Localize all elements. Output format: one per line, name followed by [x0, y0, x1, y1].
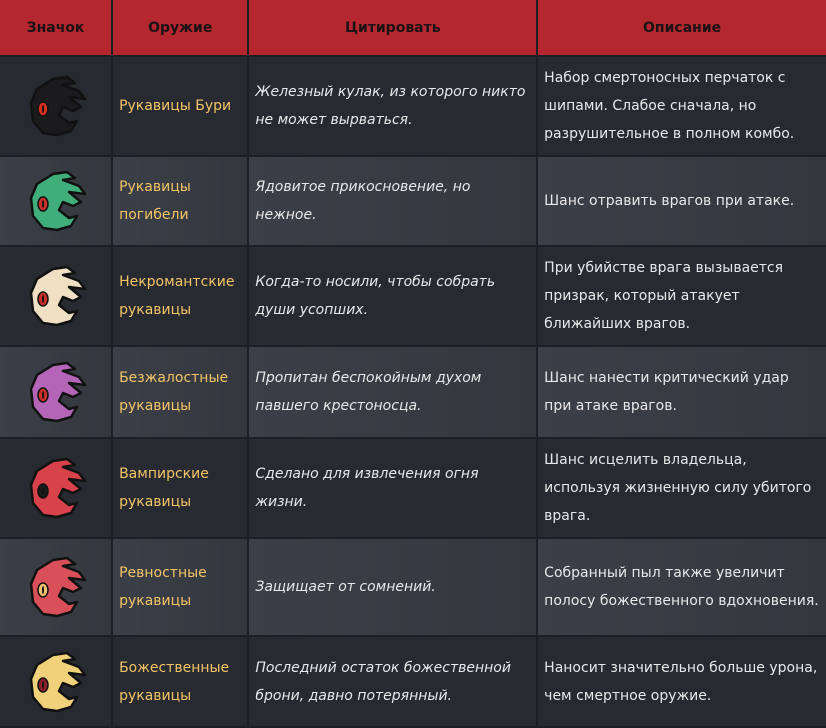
header-icon: Значок	[0, 0, 112, 55]
storm-gauntlet-icon	[29, 75, 86, 137]
header-weapon: Оружие	[113, 0, 248, 55]
icon-cell	[0, 347, 112, 437]
weapon-name: Вампирские рукавицы	[113, 439, 248, 537]
necromancer-gauntlet-icon	[29, 265, 86, 327]
doom-gauntlet-icon	[29, 170, 86, 232]
icon-cell	[0, 539, 112, 635]
table-row: Некромантские рукавицы Когда-то носили, …	[0, 247, 826, 345]
table-row: Рукавицы погибели Ядовитое прикосновение…	[0, 157, 826, 245]
weapon-quote: Когда-то носили, чтобы собрать души усоп…	[249, 247, 537, 345]
weapon-quote: Железный кулак, из которого никто не мож…	[249, 57, 537, 155]
weapon-description: При убийстве врага вызывается призрак, к…	[538, 247, 826, 345]
icon-cell	[0, 57, 112, 155]
icon-cell	[0, 247, 112, 345]
icon-cell	[0, 439, 112, 537]
table-row: Вампирские рукавицы Сделано для извлечен…	[0, 439, 826, 537]
weapon-description: Набор смертоносных перчаток с шипами. Сл…	[538, 57, 826, 155]
weapon-quote: Ядовитое прикосновение, но нежное.	[249, 157, 537, 245]
weapon-description: Собранный пыл также увеличит полосу боже…	[538, 539, 826, 635]
header-description: Описание	[538, 0, 826, 55]
weapon-name: Безжалостные рукавицы	[113, 347, 248, 437]
divine-gauntlet-icon	[29, 651, 86, 712]
weapon-name: Рукавицы погибели	[113, 157, 248, 245]
weapon-name: Рукавицы Бури	[113, 57, 248, 155]
weapon-name: Божественные рукавицы	[113, 637, 248, 726]
header-row: Значок Оружие Цитировать Описание	[0, 0, 826, 55]
merciless-gauntlet-icon	[29, 361, 86, 423]
weapon-name: Ревностные рукавицы	[113, 539, 248, 635]
vampire-gauntlet-icon	[29, 457, 86, 519]
weapon-quote: Пропитан беспокойным духом павшего крест…	[249, 347, 537, 437]
table-row: Божественные рукавицы Последний остаток …	[0, 637, 826, 726]
icon-cell	[0, 157, 112, 245]
weapon-name: Некромантские рукавицы	[113, 247, 248, 345]
weapon-description: Наносит значительно больше урона, чем см…	[538, 637, 826, 726]
weapon-quote: Защищает от сомнений.	[249, 539, 537, 635]
icon-cell	[0, 637, 112, 726]
zealous-gauntlet-icon	[29, 556, 86, 618]
weapon-quote: Последний остаток божественной брони, да…	[249, 637, 537, 726]
weapon-description: Шанс отравить врагов при атаке.	[538, 157, 826, 245]
table-row: Рукавицы Бури Железный кулак, из которог…	[0, 57, 826, 155]
weapon-description: Шанс исцелить владельца, используя жизне…	[538, 439, 826, 537]
table-row: Безжалостные рукавицы Пропитан беспокойн…	[0, 347, 826, 437]
header-quote: Цитировать	[249, 0, 537, 55]
weapon-quote: Сделано для извлечения огня жизни.	[249, 439, 537, 537]
table-row: Ревностные рукавицы Защищает от сомнений…	[0, 539, 826, 635]
weapon-description: Шанс нанести критический удар при атаке …	[538, 347, 826, 437]
